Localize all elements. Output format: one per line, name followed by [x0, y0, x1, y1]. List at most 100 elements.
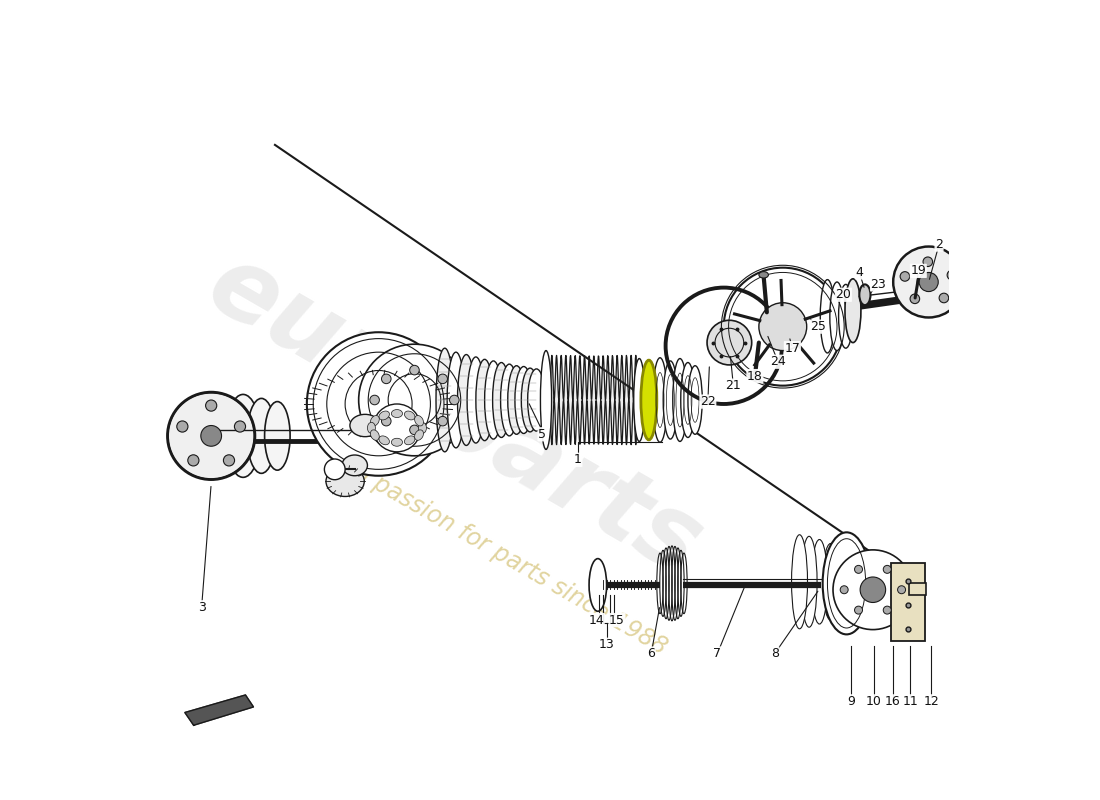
- Ellipse shape: [750, 374, 760, 381]
- Text: 14: 14: [588, 614, 604, 626]
- Circle shape: [438, 416, 448, 426]
- Text: 17: 17: [784, 342, 801, 354]
- Ellipse shape: [829, 282, 844, 350]
- Text: europarts: europarts: [190, 236, 718, 596]
- Circle shape: [923, 257, 933, 266]
- Text: 7: 7: [714, 647, 722, 660]
- Ellipse shape: [540, 350, 551, 450]
- Ellipse shape: [226, 394, 261, 478]
- Circle shape: [359, 344, 471, 456]
- Circle shape: [201, 426, 221, 446]
- Ellipse shape: [515, 366, 532, 434]
- Ellipse shape: [493, 362, 510, 438]
- Circle shape: [324, 459, 345, 480]
- Ellipse shape: [468, 357, 485, 443]
- Circle shape: [855, 606, 862, 614]
- Ellipse shape: [371, 430, 380, 440]
- Circle shape: [855, 566, 862, 574]
- Circle shape: [860, 577, 886, 602]
- Ellipse shape: [821, 280, 835, 353]
- Circle shape: [223, 455, 234, 466]
- Text: 10: 10: [866, 695, 881, 708]
- Ellipse shape: [392, 438, 403, 446]
- Circle shape: [707, 320, 751, 365]
- Text: 1: 1: [574, 454, 582, 466]
- Text: 21: 21: [726, 379, 741, 392]
- Ellipse shape: [673, 358, 688, 442]
- FancyBboxPatch shape: [891, 562, 925, 641]
- Ellipse shape: [641, 360, 657, 440]
- Ellipse shape: [634, 358, 645, 442]
- Ellipse shape: [248, 398, 276, 474]
- Text: 18: 18: [747, 370, 762, 382]
- Circle shape: [947, 270, 957, 280]
- Ellipse shape: [663, 361, 678, 439]
- Text: 19: 19: [911, 264, 926, 278]
- Ellipse shape: [590, 558, 606, 611]
- Text: 24: 24: [770, 355, 785, 368]
- Circle shape: [840, 586, 848, 594]
- Circle shape: [206, 400, 217, 411]
- Ellipse shape: [367, 422, 375, 434]
- Text: 5: 5: [538, 428, 546, 441]
- Ellipse shape: [265, 402, 290, 470]
- Text: 4: 4: [856, 266, 864, 279]
- Circle shape: [409, 366, 419, 375]
- Ellipse shape: [845, 279, 861, 342]
- Ellipse shape: [485, 361, 503, 439]
- Ellipse shape: [350, 414, 381, 437]
- Text: 2: 2: [935, 238, 943, 251]
- Ellipse shape: [415, 430, 424, 440]
- Ellipse shape: [476, 359, 494, 441]
- Circle shape: [833, 550, 913, 630]
- Text: 6: 6: [647, 647, 656, 660]
- Text: 11: 11: [902, 695, 918, 708]
- Text: 13: 13: [598, 638, 615, 651]
- Circle shape: [900, 272, 910, 282]
- Ellipse shape: [838, 285, 853, 348]
- Text: 8: 8: [771, 647, 779, 660]
- Circle shape: [168, 393, 254, 479]
- Circle shape: [450, 395, 459, 405]
- Text: 23: 23: [870, 278, 887, 291]
- Ellipse shape: [652, 358, 668, 442]
- Ellipse shape: [458, 354, 475, 446]
- Ellipse shape: [405, 436, 415, 445]
- Text: 3: 3: [198, 601, 206, 614]
- Circle shape: [939, 293, 948, 302]
- Ellipse shape: [792, 534, 807, 629]
- Circle shape: [234, 421, 245, 432]
- Text: 9: 9: [847, 695, 856, 708]
- Ellipse shape: [326, 466, 364, 497]
- Text: 12: 12: [923, 695, 939, 708]
- Circle shape: [883, 566, 891, 574]
- Circle shape: [370, 395, 379, 405]
- Ellipse shape: [342, 455, 367, 476]
- Ellipse shape: [392, 410, 403, 418]
- Ellipse shape: [521, 368, 539, 432]
- Circle shape: [910, 294, 920, 303]
- Ellipse shape: [500, 364, 518, 436]
- Circle shape: [898, 586, 905, 594]
- Ellipse shape: [681, 362, 695, 438]
- Ellipse shape: [448, 352, 464, 448]
- Polygon shape: [185, 695, 253, 726]
- Text: a passion for parts since 1988: a passion for parts since 1988: [350, 460, 671, 659]
- Ellipse shape: [801, 536, 817, 627]
- Ellipse shape: [379, 411, 389, 420]
- Circle shape: [409, 425, 419, 434]
- Circle shape: [883, 606, 891, 614]
- Ellipse shape: [405, 411, 415, 420]
- Ellipse shape: [688, 366, 702, 434]
- Ellipse shape: [371, 415, 380, 426]
- Ellipse shape: [418, 422, 427, 434]
- Ellipse shape: [379, 436, 389, 445]
- Circle shape: [382, 416, 392, 426]
- Circle shape: [438, 374, 448, 384]
- Text: 22: 22: [700, 395, 716, 408]
- Ellipse shape: [823, 543, 838, 620]
- Circle shape: [920, 273, 938, 291]
- Circle shape: [307, 332, 450, 476]
- Ellipse shape: [812, 539, 827, 624]
- Circle shape: [724, 268, 842, 386]
